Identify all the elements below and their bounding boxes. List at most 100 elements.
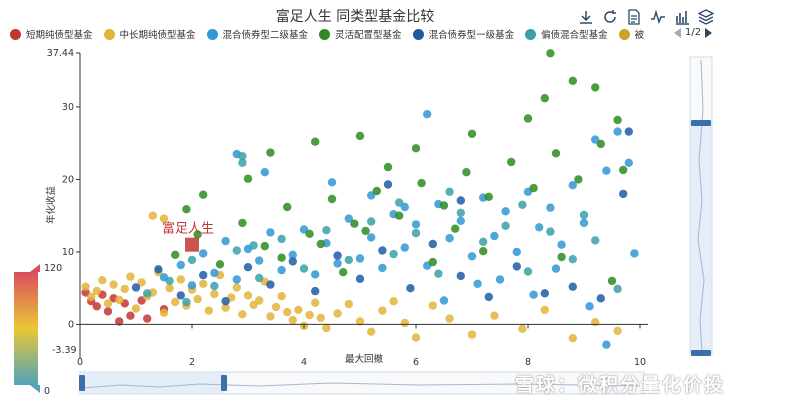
data-point	[311, 270, 320, 279]
data-point	[501, 207, 510, 216]
data-point	[143, 289, 152, 298]
data-point	[299, 321, 309, 331]
data-point	[355, 274, 365, 283]
line-chart-icon[interactable]	[650, 9, 666, 25]
data-point	[260, 168, 269, 177]
bar-chart-icon[interactable]	[674, 9, 690, 25]
data-point	[210, 281, 219, 291]
data-point	[143, 314, 152, 323]
data-point	[613, 326, 622, 336]
data-point	[579, 210, 589, 220]
data-point	[591, 83, 600, 92]
legend-item[interactable]: 被	[618, 27, 644, 41]
data-point	[479, 193, 488, 202]
legend-page-label: 1/2	[685, 27, 702, 38]
data-point	[428, 301, 437, 310]
data-point	[115, 317, 124, 326]
data-point	[98, 276, 107, 285]
legend-label: 混合债券型二级基金	[222, 30, 309, 41]
legend-item[interactable]: 混合债券型一级基金	[412, 27, 515, 41]
data-point	[322, 239, 331, 248]
legend-marker-icon	[206, 28, 218, 40]
download-icon[interactable]	[578, 9, 594, 25]
legend-item[interactable]: 偏债混合型基金	[525, 27, 608, 41]
data-point	[126, 311, 135, 320]
x-zoom-handle-left[interactable]	[79, 375, 85, 391]
data-point	[495, 275, 505, 284]
data-point	[596, 294, 605, 303]
data-point	[389, 249, 398, 259]
data-point	[232, 246, 241, 255]
data-point	[512, 247, 521, 257]
data-point	[512, 262, 521, 271]
legend-item[interactable]: 混合债券型二级基金	[206, 27, 309, 41]
data-point	[540, 289, 549, 298]
data-point	[624, 127, 633, 136]
data-point	[238, 158, 247, 167]
stack-icon[interactable]	[698, 9, 714, 25]
legend-item[interactable]: 短期纯债型基金	[10, 27, 93, 41]
data-point	[288, 250, 297, 259]
data-point	[456, 271, 465, 281]
data-view-icon[interactable]	[626, 9, 642, 25]
data-point	[327, 194, 337, 204]
data-point	[568, 181, 577, 190]
data-point	[529, 183, 538, 193]
data-point	[585, 302, 594, 311]
data-point	[355, 131, 365, 141]
data-point	[428, 239, 437, 249]
watermark: 雪球：微积分量化价投	[515, 374, 726, 396]
data-point	[630, 249, 639, 258]
x-tick-label: 2	[189, 357, 195, 368]
x-tick-label: 6	[413, 357, 419, 368]
data-point	[619, 165, 628, 175]
data-point	[518, 200, 527, 209]
data-point	[546, 227, 555, 236]
data-point	[596, 139, 605, 149]
y-zoom-handle-bottom[interactable]	[691, 350, 711, 356]
data-point	[591, 135, 600, 144]
data-point	[535, 223, 544, 232]
data-point	[423, 261, 432, 270]
data-point	[154, 268, 163, 277]
legend-next-icon[interactable]	[705, 27, 713, 38]
legend-item[interactable]: 灵活配置型基金	[319, 27, 402, 41]
data-point	[619, 189, 628, 199]
data-point	[344, 214, 353, 223]
y-tick-label: 30	[62, 102, 74, 113]
legend-label: 混合债券型一级基金	[428, 30, 515, 41]
data-point	[507, 157, 516, 167]
x-zoom-window	[82, 372, 224, 394]
legend-marker-icon	[103, 28, 115, 40]
data-point	[176, 275, 185, 284]
data-point	[266, 228, 275, 237]
data-point	[372, 186, 381, 196]
data-point	[159, 273, 169, 282]
data-point	[87, 292, 96, 302]
data-point	[260, 277, 269, 286]
data-point	[193, 230, 202, 239]
data-point	[479, 237, 488, 246]
data-point	[568, 76, 577, 86]
data-point	[400, 202, 409, 212]
visual-map-bar	[14, 272, 38, 385]
data-point	[115, 295, 124, 304]
legend-prev-icon[interactable]	[674, 27, 681, 38]
data-point	[367, 191, 376, 200]
data-point	[523, 267, 533, 276]
data-point	[171, 297, 180, 307]
data-point	[255, 273, 264, 283]
data-point	[333, 309, 342, 318]
data-point	[243, 174, 253, 183]
x-axis-title: 最大回撤	[345, 353, 384, 365]
y-zoom-handle-top[interactable]	[691, 120, 711, 126]
data-point	[277, 234, 286, 244]
data-point	[423, 110, 432, 119]
x-zoom-handle-right[interactable]	[221, 375, 227, 391]
legend-marker-icon	[412, 28, 424, 40]
legend-item[interactable]: 中长期纯债型基金	[103, 27, 196, 41]
data-point	[120, 299, 129, 308]
legend-marker-icon	[10, 28, 21, 40]
refresh-icon[interactable]	[602, 9, 618, 25]
data-point	[266, 280, 275, 289]
